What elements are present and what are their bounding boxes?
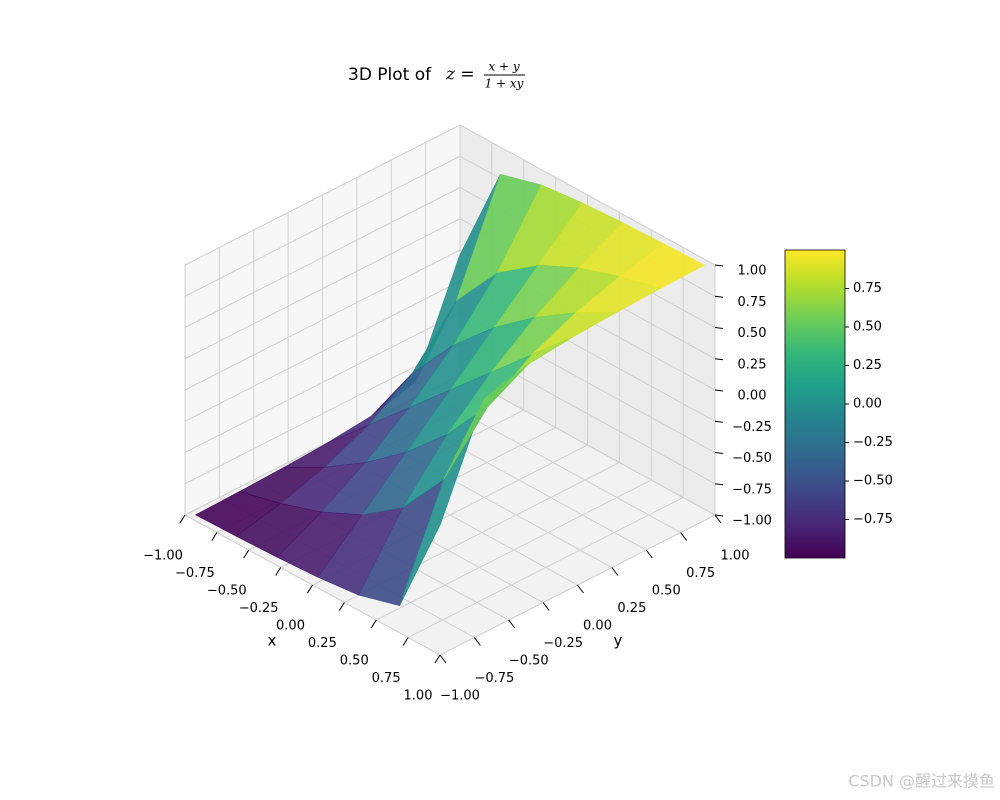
z-tick-label: 1.00	[738, 264, 767, 279]
x-tick-label: 0.75	[372, 671, 401, 686]
z-tick-label: −0.25	[732, 420, 772, 435]
y-tick-label: 0.25	[617, 601, 646, 616]
z-tick	[714, 358, 724, 361]
y-tick-label: 1.00	[721, 549, 750, 564]
colorbar-tick-label: 0.50	[853, 320, 882, 335]
grid-line	[184, 187, 461, 328]
colorbar-tick-label: −0.25	[853, 435, 893, 450]
z-tick	[714, 389, 724, 392]
grid-line	[184, 312, 461, 453]
z-tick-label: 0.75	[738, 295, 767, 310]
y-tick	[473, 637, 481, 646]
z-tick	[714, 295, 724, 298]
title-denominator: 1 + xy	[485, 77, 524, 91]
colorbar-tick-label: 0.75	[853, 281, 882, 296]
x-tick-label: 0.50	[340, 654, 369, 669]
y-tick	[508, 619, 516, 629]
watermark: CSDN @醒过来摸鱼	[848, 772, 995, 791]
x-tick-label: −0.50	[207, 584, 247, 599]
title-lhs: z =	[445, 65, 475, 85]
y-tick	[645, 549, 653, 559]
y-tick	[439, 654, 447, 664]
x-tick-label: 0.00	[276, 619, 305, 634]
colorbar-tick-label: −0.75	[853, 512, 893, 527]
x-axis-label: x	[268, 632, 277, 650]
colorbar-tick-label: 0.00	[853, 397, 882, 412]
y-tick	[714, 514, 722, 524]
colorbar	[784, 249, 846, 559]
y-tick	[680, 532, 688, 541]
title-numerator: x + y	[488, 60, 519, 74]
z-tick-label: 0.50	[738, 326, 767, 341]
grid-line	[184, 249, 461, 391]
y-tick-label: −0.25	[543, 636, 583, 651]
grid-line	[184, 124, 461, 266]
colorbar-tick-label: 0.25	[853, 358, 882, 373]
y-tick	[542, 602, 550, 611]
chart-title: 3D Plot of	[348, 65, 432, 85]
z-tick	[714, 420, 724, 423]
x-tick	[179, 514, 186, 524]
z-tick	[714, 264, 724, 267]
z-tick	[714, 452, 724, 454]
y-tick-label: 0.75	[686, 566, 715, 581]
colorbar-tick-label: −0.50	[853, 474, 893, 489]
x-tick	[402, 637, 409, 646]
z-tick-label: −1.00	[732, 514, 772, 529]
z-tick-label: 0.00	[738, 389, 767, 404]
x-tick	[211, 532, 218, 541]
z-tick	[714, 327, 724, 329]
grid-line	[184, 218, 461, 360]
x-tick	[434, 654, 441, 664]
y-tick-label: 0.50	[652, 584, 681, 599]
y-tick-label: −1.00	[440, 689, 480, 704]
x-tick-label: −1.00	[143, 549, 183, 564]
x-tick	[370, 619, 377, 629]
grid-line	[459, 124, 716, 266]
x-tick-label: −0.75	[175, 566, 215, 581]
grid-line	[184, 343, 461, 485]
surface-patch	[443, 363, 529, 480]
grid-line	[459, 374, 716, 516]
y-tick-label: −0.75	[474, 671, 514, 686]
x-tick-label: 0.25	[308, 636, 337, 651]
z-tick-label: 0.25	[738, 357, 767, 372]
x-tick	[338, 602, 345, 611]
title: 3D Plot of z = x + y 1 + xy	[348, 60, 525, 91]
y-tick-label: −0.50	[509, 654, 549, 669]
grid-line	[184, 155, 461, 297]
z-tick-label: −0.75	[732, 482, 772, 497]
x-tick	[243, 549, 250, 559]
z-tick-label: −0.50	[732, 451, 772, 466]
grid-line	[184, 280, 461, 422]
z-tick	[714, 514, 724, 517]
y-tick	[577, 584, 584, 594]
y-tick	[611, 567, 619, 576]
z-tick	[714, 483, 724, 486]
y-axis-label: y	[614, 632, 623, 650]
x-tick	[275, 567, 282, 576]
plot	[194, 173, 706, 607]
x-tick-label: 1.00	[404, 689, 433, 704]
x-tick	[307, 584, 313, 594]
y-tick-label: 0.00	[583, 619, 612, 634]
x-tick-label: −0.25	[239, 601, 279, 616]
